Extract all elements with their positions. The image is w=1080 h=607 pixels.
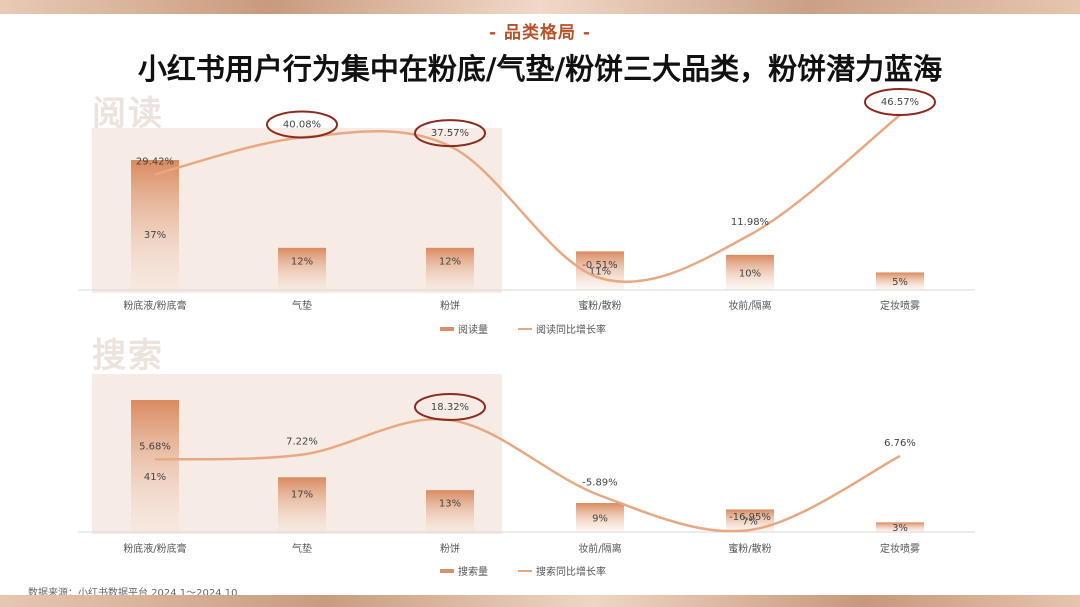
reading-bar-label: 12% (439, 256, 461, 267)
search-growth-label: 18.32% (431, 402, 469, 413)
page-headline: 小红书用户行为集中在粉底/气垫/粉饼三大品类，粉饼潜力蓝海 (137, 52, 943, 86)
reading-category-label: 定妆喷雾 (880, 299, 920, 312)
reading-category-label: 妆前/隔离 (728, 299, 771, 312)
reading-bar-label: 12% (291, 256, 313, 267)
reading-bar-label: 5% (892, 277, 908, 288)
search-bar-label: 7% (742, 517, 758, 528)
reading-bar (278, 247, 326, 290)
reading-highlight-circle (864, 88, 936, 116)
reading-legend-bar-label: 阅读量 (458, 323, 488, 336)
reading-category-label: 粉底液/粉底膏 (123, 299, 186, 312)
search-growth-label: 5.68% (139, 441, 171, 452)
search-section-title: 搜索 (92, 336, 164, 376)
reading-bar (426, 247, 474, 290)
search-category-label: 粉底液/粉底膏 (123, 542, 186, 555)
reading-category-label: 蜜粉/散粉 (578, 299, 621, 312)
search-bar (131, 400, 179, 532)
reading-category-label: 粉饼 (440, 299, 460, 312)
reading-bar (131, 160, 179, 290)
search-bar-label: 9% (592, 514, 608, 525)
search-bar-label: 17% (291, 490, 313, 501)
search-bar (426, 490, 474, 532)
reading-chart: 37% 12% 12% 11% 10% 5% 29.42% 40.08% 37.57% -0.51… (78, 88, 975, 336)
search-growth-label: 6.76% (884, 438, 916, 449)
search-category-label: 妆前/隔离 (578, 542, 621, 555)
reading-bar-label: 10% (739, 268, 761, 279)
search-legend-line-label: 搜索同比增长率 (536, 565, 606, 578)
search-legend-bar-label: 搜索量 (458, 565, 488, 578)
search-growth-label: 7.22% (286, 437, 318, 448)
reading-growth-line (154, 114, 901, 284)
reading-category-label: 气垫 (292, 299, 312, 312)
data-source-note: 数据来源：小红书数据平台 2024.1～2024.10 (28, 588, 238, 599)
search-growth-label: -16.95% (729, 512, 771, 523)
reading-bar-label: 37% (144, 230, 166, 241)
search-bar-label: 3% (892, 523, 908, 534)
search-category-label: 定妆喷雾 (880, 542, 920, 555)
reading-growth-label: 37.57% (431, 128, 469, 139)
bottom-decor-band (0, 595, 1080, 607)
search-bar-label: 13% (439, 499, 461, 510)
reading-bar-label: 11% (589, 267, 611, 278)
search-growth-line (154, 417, 901, 533)
reading-growth-label: 40.08% (283, 119, 321, 130)
reading-growth-label: 11.98% (731, 217, 769, 228)
reading-growth-label: -0.51% (582, 260, 617, 271)
search-highlight-circle (414, 393, 486, 421)
search-category-label: 气垫 (292, 542, 312, 555)
reading-bar (726, 254, 774, 290)
section-kicker: - 品类格局 - (489, 23, 591, 43)
reading-legend-line-label: 阅读同比增长率 (536, 323, 606, 336)
reading-bar (876, 272, 924, 290)
reading-growth-label: 46.57% (881, 97, 919, 108)
search-bar (278, 477, 326, 532)
search-bar (876, 522, 924, 532)
search-category-label: 蜜粉/散粉 (728, 542, 771, 555)
search-bar-label: 41% (144, 472, 166, 483)
reading-highlight-circle (266, 110, 338, 139)
search-bar (576, 503, 624, 532)
reading-highlight-circle (414, 119, 486, 148)
search-chart: 41% 17% 13% 9% 7% 3% 5.68% 7.22% 18.32% -5.89% -16… (78, 393, 975, 578)
reading-section-title: 阅读 (92, 94, 164, 134)
top-decor-band (0, 0, 1080, 14)
reading-growth-label: 29.42% (136, 156, 174, 167)
search-growth-label: -5.89% (582, 478, 617, 489)
search-category-label: 粉饼 (440, 542, 460, 555)
